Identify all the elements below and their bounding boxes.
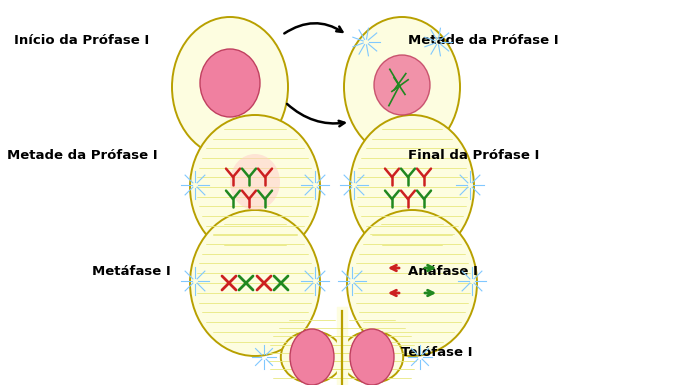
Ellipse shape (190, 115, 320, 259)
Ellipse shape (374, 55, 430, 115)
Ellipse shape (341, 331, 403, 383)
Text: Metade da Prófase I: Metade da Prófase I (7, 149, 158, 162)
Text: Metade da Prófase I: Metade da Prófase I (408, 34, 558, 47)
Ellipse shape (290, 329, 334, 385)
Ellipse shape (281, 331, 343, 383)
Ellipse shape (230, 154, 280, 210)
Ellipse shape (172, 17, 288, 157)
Ellipse shape (347, 210, 477, 356)
Ellipse shape (200, 49, 260, 117)
Text: Telófase I: Telófase I (401, 346, 472, 359)
Ellipse shape (350, 329, 394, 385)
Ellipse shape (190, 210, 320, 356)
Text: Anáfase I: Anáfase I (408, 265, 477, 278)
Ellipse shape (350, 115, 474, 259)
Text: Metáfase I: Metáfase I (92, 265, 171, 278)
Ellipse shape (344, 17, 460, 157)
Text: Início da Prófase I: Início da Prófase I (14, 34, 149, 47)
Text: Final da Prófase I: Final da Prófase I (408, 149, 539, 162)
